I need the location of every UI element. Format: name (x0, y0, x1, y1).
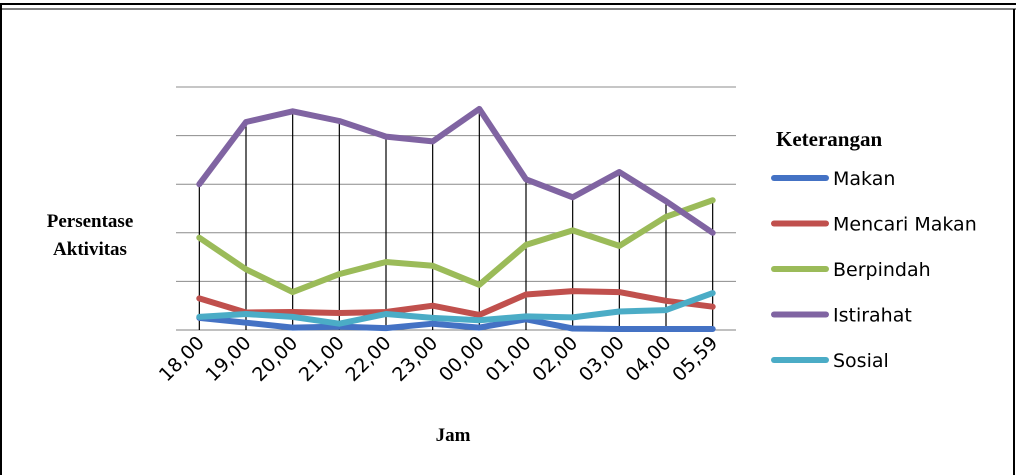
y-axis-label-line-1: Persentase (47, 211, 134, 232)
x-tick-label: 01,00 (482, 332, 536, 386)
x-tick-label: 22,00 (342, 332, 396, 386)
series-line-istirahat (196, 105, 716, 236)
x-tick-label: 21,00 (295, 332, 349, 386)
x-tick-label: 19,00 (202, 332, 256, 386)
legend: Makan Mencari Makan Berpindah Istirahat Sosi… (771, 168, 977, 372)
x-axis-label: Jam (436, 425, 471, 446)
x-tick-label: 03,00 (575, 332, 629, 386)
x-tick-label: 18,00 (155, 332, 209, 386)
x-tick-label: 04,00 (622, 332, 676, 386)
x-tick-labels: 18,0019,0020,0021,0022,0023,0000,0001,00… (155, 332, 722, 386)
legend-entry: Istirahat (833, 305, 912, 327)
legend-entry: Mencari Makan (833, 214, 977, 236)
x-tick-label: 20,00 (248, 332, 302, 386)
series-line-makan (196, 314, 716, 332)
x-tick-label: 00,00 (435, 332, 489, 386)
x-tick-label: 02,00 (528, 332, 582, 386)
x-tick-label: 23,00 (388, 332, 442, 386)
legend-entry: Makan (833, 168, 895, 190)
series-line-berpindah (196, 197, 716, 296)
series-lines (196, 105, 716, 332)
legend-entry: Berpindah (833, 259, 931, 281)
legend-entry: Sosial (833, 350, 889, 372)
series-line-sosial (196, 290, 716, 327)
legend-title: Keterangan (776, 127, 882, 151)
y-axis-label-line-2: Aktivitas (53, 239, 127, 260)
x-tick-label: 05,59 (668, 332, 722, 386)
series-line-mencari-makan (196, 288, 716, 318)
